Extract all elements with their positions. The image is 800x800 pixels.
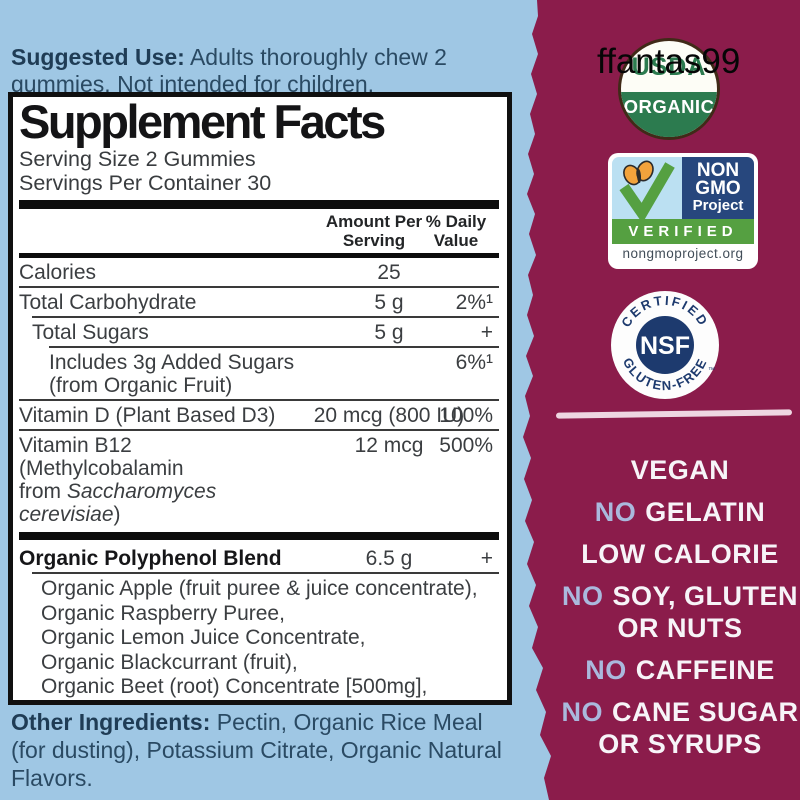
- blend-ingredient: Organic Beet (root) Concentrate [500mg],: [41, 675, 428, 698]
- blend-ingredient-list: Organic Apple (fruit puree & juice conce…: [32, 572, 499, 701]
- other-ingredients-label: Other Ingredients:: [11, 709, 211, 735]
- nutrient-row-vitamin-b12: Vitamin B12 (Methylcobalamin from Saccha…: [19, 429, 499, 528]
- supplement-facts-panel: Supplement Facts Serving Size 2 Gummies …: [8, 92, 512, 705]
- nutrient-row-vitamin-d: Vitamin D (Plant Based D3) 20 mcg (800 I…: [19, 399, 499, 429]
- suggested-use-label: Suggested Use:: [11, 44, 185, 70]
- nutrient-row-added-sugars: Includes 3g Added Sugars (from Organic F…: [49, 346, 499, 399]
- column-header-daily-value: % Daily Value: [425, 212, 487, 250]
- other-ingredients-text: Pectin, Organic Rice Meal (for dusting),…: [11, 709, 502, 791]
- nutrient-row-calories: Calories 25: [19, 261, 401, 284]
- panel-title: Supplement Facts: [19, 95, 386, 148]
- blend-ingredient: Organic Tart Cherry (fruit) [200mg]: [32, 700, 499, 701]
- nutrient-row-total-carbohydrate: Total Carbohydrate 5 g 2%¹: [19, 286, 499, 316]
- blend-ingredient: Organic Raspberry Puree,: [41, 601, 285, 625]
- divider-medium: [19, 253, 499, 258]
- blend-ingredient: Organic Apple (fruit puree & juice conce…: [41, 577, 478, 600]
- divider-thick: [19, 200, 499, 209]
- blend-ingredient: Organic Blackcurrant (fruit),: [41, 650, 298, 674]
- nutrient-row-total-sugars: Total Sugars 5 g +: [32, 316, 499, 346]
- other-ingredients: Other Ingredients: Pectin, Organic Rice …: [11, 708, 519, 792]
- nutrient-row-polyphenol-blend: Organic Polyphenol Blend 6.5 g +: [19, 547, 493, 570]
- blend-ingredient: Organic Lemon Juice Concentrate,: [41, 626, 366, 649]
- table-header: Amount Per Serving % Daily Value: [19, 211, 499, 251]
- divider-thick: [19, 532, 499, 540]
- suggested-use: Suggested Use: Adults thoroughly chew 2 …: [11, 44, 516, 98]
- serving-size: Serving Size 2 Gummies: [19, 147, 256, 171]
- servings-per-container: Servings Per Container 30: [19, 171, 272, 195]
- column-header-amount: Amount Per Serving: [325, 212, 423, 250]
